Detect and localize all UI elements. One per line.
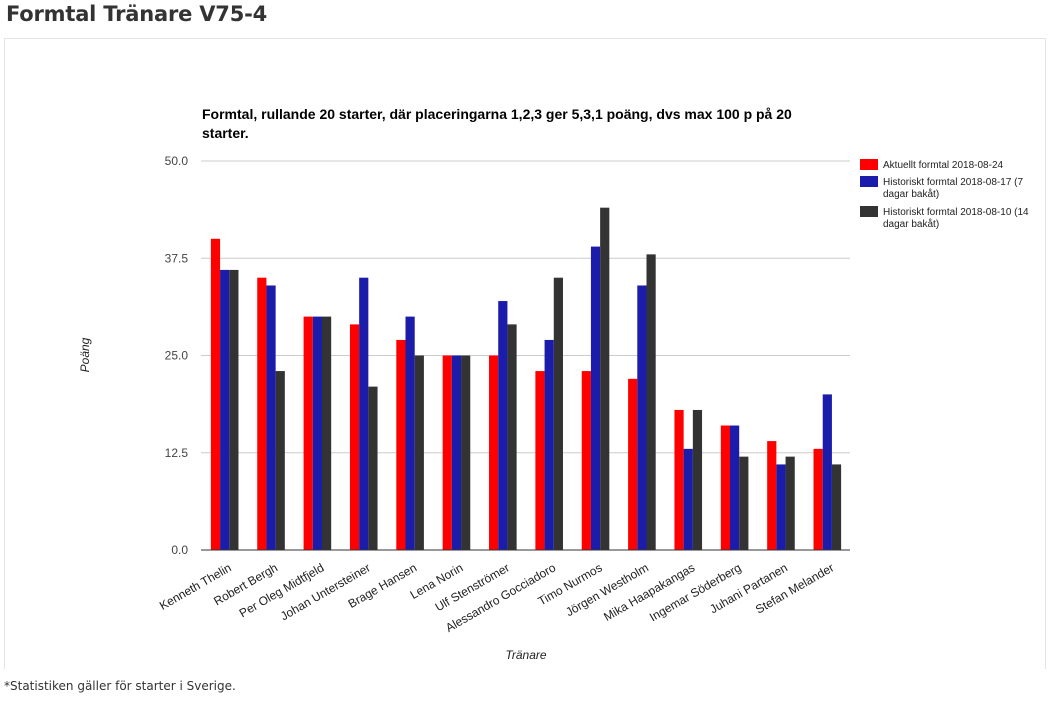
legend-label: dagar bakåt) — [883, 188, 939, 200]
bar — [229, 269, 239, 550]
bar — [692, 409, 703, 550]
bar — [767, 441, 777, 550]
bar — [730, 425, 740, 550]
footnote: *Statistiken gäller för starter i Sverig… — [4, 679, 236, 693]
legend-swatch — [860, 206, 878, 217]
bar — [312, 316, 322, 550]
bar — [553, 277, 563, 550]
bar — [507, 324, 517, 550]
bar — [720, 425, 731, 550]
x-tick-label: Juhani Partanen — [707, 560, 790, 616]
legend-label: Historiskt formtal 2018-08-10 (14 — [883, 207, 1029, 218]
y-tick-label: 0.0 — [171, 543, 188, 557]
bar — [266, 285, 276, 550]
bar — [275, 371, 285, 550]
y-tick-label: 12.5 — [165, 446, 189, 460]
bar — [405, 316, 415, 550]
bar — [646, 254, 656, 551]
bar — [739, 456, 749, 550]
bar — [785, 456, 795, 550]
bar — [544, 339, 554, 550]
y-axis-title: Poäng — [78, 337, 92, 372]
legend-label: Historiskt formtal 2018-08-17 (7 — [883, 177, 1023, 188]
bar — [489, 355, 499, 550]
x-tick-label: Stefan Melander — [753, 560, 836, 616]
bar — [368, 386, 378, 550]
bar — [257, 277, 267, 550]
bar — [303, 316, 313, 550]
legend-label: dagar bakåt) — [883, 218, 939, 230]
bar — [674, 409, 684, 550]
y-tick-label: 25.0 — [165, 349, 189, 363]
bar — [321, 316, 332, 550]
bar-chart: Formtal, rullande 20 starter, där placer… — [78, 106, 1029, 662]
legend-label: Aktuellt formtal 2018-08-24 — [883, 160, 1004, 171]
bar — [210, 238, 221, 551]
legend-swatch — [860, 159, 878, 170]
bar — [628, 378, 638, 550]
y-tick-label: 50.0 — [165, 154, 189, 168]
chart-panel: Formtal, rullande 20 starter, där placer… — [4, 38, 1046, 669]
bar — [637, 285, 647, 550]
legend-swatch — [860, 176, 878, 187]
bar — [414, 355, 424, 550]
bar — [590, 246, 601, 550]
bar — [813, 448, 823, 550]
bar — [581, 371, 591, 550]
x-axis-title: Tränare — [505, 648, 546, 662]
bar — [822, 394, 832, 550]
bar — [442, 355, 452, 550]
y-tick-label: 37.5 — [165, 251, 189, 265]
bar — [359, 277, 369, 550]
bar — [776, 464, 786, 550]
bar — [349, 324, 360, 550]
bar — [535, 371, 545, 550]
bar — [461, 355, 471, 550]
bar — [831, 464, 842, 550]
bar — [600, 207, 610, 550]
bar — [451, 355, 462, 550]
bar — [220, 269, 230, 550]
page-title: Formtal Tränare V75-4 — [6, 2, 268, 26]
chart-title-line: starter. — [202, 125, 249, 141]
bar — [683, 448, 693, 550]
bar — [396, 339, 406, 550]
chart-title-line: Formtal, rullande 20 starter, där placer… — [202, 106, 792, 122]
bar — [498, 301, 508, 550]
